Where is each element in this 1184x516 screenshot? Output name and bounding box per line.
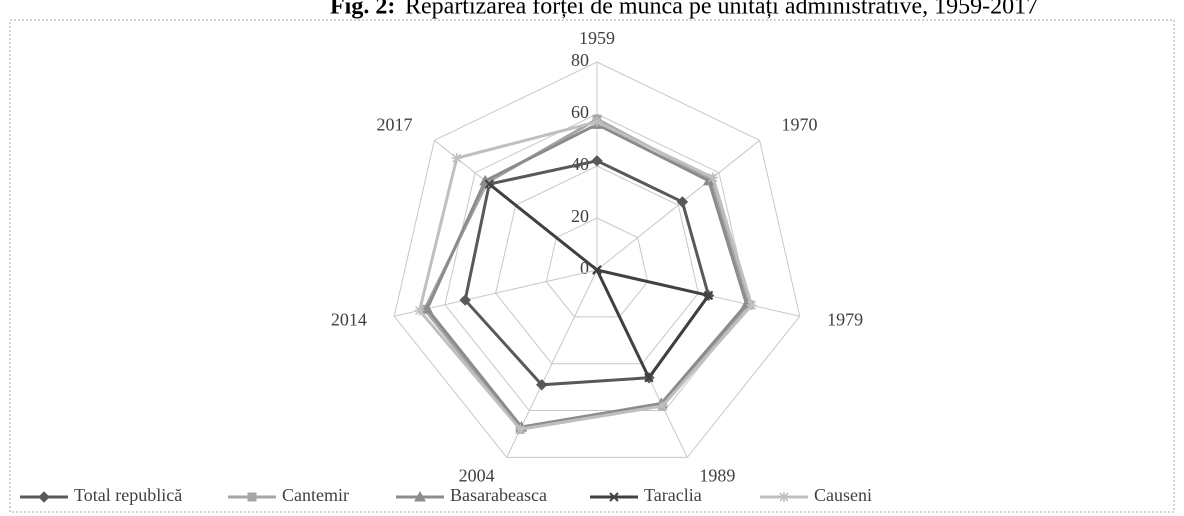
marker [414,490,426,502]
marker [247,492,257,502]
marker [484,179,494,189]
marker [536,379,548,391]
marker [644,373,654,383]
marker [592,265,602,275]
marker [38,491,50,503]
marker [592,116,602,127]
marker [451,153,462,164]
legend-label: Causeni [814,485,872,505]
marker [676,196,689,208]
spoke [596,139,760,271]
marker [414,305,425,316]
category-label: 2017 [376,115,412,135]
grid-line [444,113,750,412]
marker [746,300,757,311]
category-label: 1979 [827,309,863,329]
series-line [425,122,749,429]
grid-line [545,217,649,318]
chart-border [9,19,1175,513]
category-label: 2014 [331,309,367,329]
marker [515,424,526,435]
series-line [417,120,754,431]
grid-line [495,165,699,365]
grid-line [393,61,801,458]
series-line [463,159,711,387]
legend-label: Total republică [74,485,182,505]
marker [609,492,619,502]
category-label: 1989 [699,465,735,485]
legend-label: Basarabeasca [450,485,547,505]
chart-title: Repartizarea forței de muncă pe unități … [405,0,1038,20]
marker [459,294,471,306]
marker [779,492,789,502]
r-tick-label: 80 [571,50,589,70]
category-label: 1959 [579,28,615,48]
marker [421,302,434,314]
chart-title-prefix: Fig. 2: [330,0,395,20]
marker [702,174,715,186]
category-label: 2004 [459,465,495,485]
legend-label: Cantemir [282,485,349,505]
marker [591,155,603,167]
r-tick-label: 60 [571,102,589,122]
series-line [488,182,712,381]
marker [703,290,714,301]
r-tick-label: 0 [580,258,589,278]
legend-label: Taraclia [644,485,702,505]
marker [707,172,718,183]
category-label: 1970 [782,115,818,135]
r-tick-label: 20 [571,206,589,226]
marker [657,400,668,411]
